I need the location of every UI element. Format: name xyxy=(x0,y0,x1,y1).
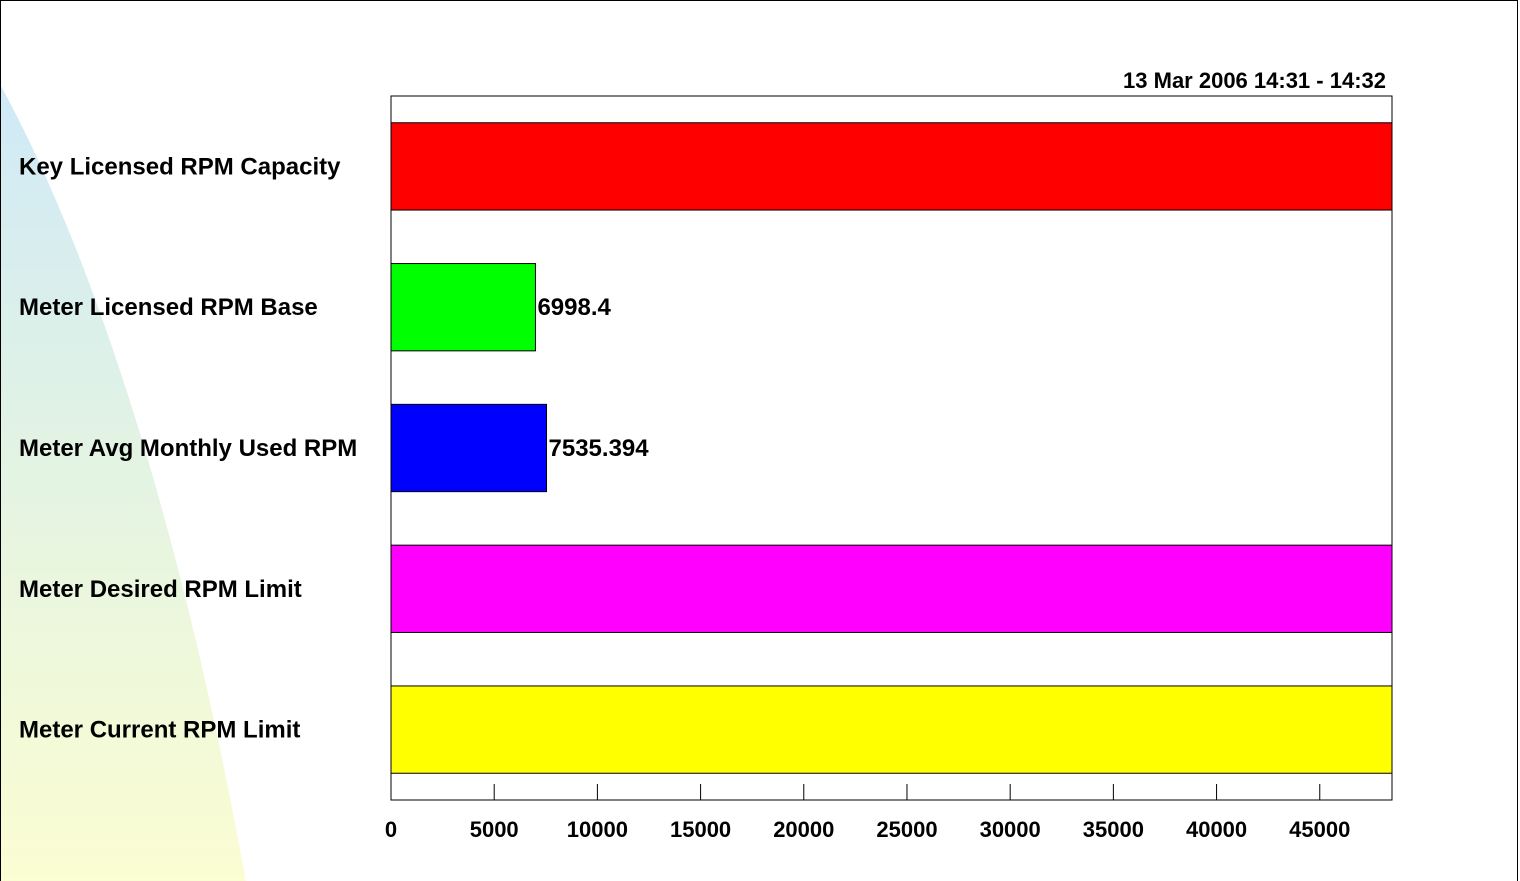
bar-3 xyxy=(390,544,1393,633)
bar-0 xyxy=(390,122,1393,211)
x-tick-label-5: 25000 xyxy=(876,817,937,842)
time-range-label: 13 Mar 2006 14:31 - 14:32 xyxy=(1123,68,1386,93)
x-tick-label-2: 10000 xyxy=(567,817,628,842)
x-tick-label-3: 15000 xyxy=(670,817,731,842)
bar-1 xyxy=(390,263,536,352)
x-tick-label-9: 45000 xyxy=(1289,817,1350,842)
x-tick-label-7: 35000 xyxy=(1083,817,1144,842)
x-tick-label-0: 0 xyxy=(385,817,397,842)
data-label-1: 6998.4 xyxy=(537,294,611,321)
plot-area xyxy=(390,95,1393,801)
data-label-2: 7535.394 xyxy=(549,435,650,462)
category-label-2: Meter Avg Monthly Used RPM xyxy=(19,435,357,462)
x-tick-label-1: 5000 xyxy=(470,817,519,842)
x-tick-label-6: 30000 xyxy=(980,817,1041,842)
category-label-3: Meter Desired RPM Limit xyxy=(19,576,302,603)
x-tick-label-4: 20000 xyxy=(773,817,834,842)
category-label-4: Meter Current RPM Limit xyxy=(19,717,300,744)
bar-2 xyxy=(390,403,548,493)
category-label-1: Meter Licensed RPM Base xyxy=(19,294,318,321)
category-label-0: Key Licensed RPM Capacity xyxy=(19,153,341,180)
bar-4 xyxy=(390,685,1393,774)
x-tick-label-8: 40000 xyxy=(1186,817,1247,842)
